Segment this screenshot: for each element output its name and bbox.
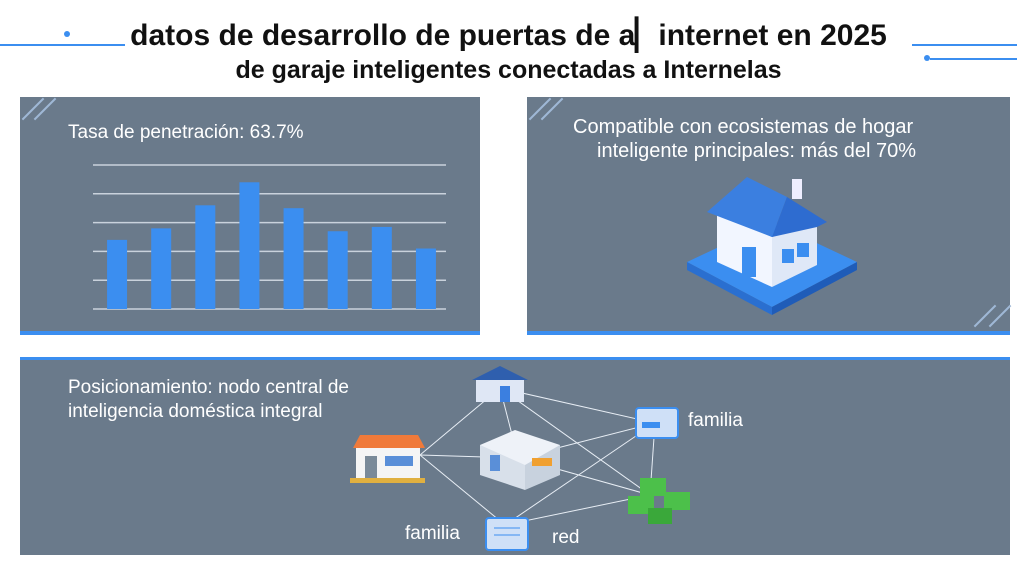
decor-dot [64,31,70,37]
green-blocks-icon [628,478,690,524]
penetration-text: Tasa de penetración: 63.7% [68,122,304,143]
positioning-text-1: Posicionamiento: nodo central de [68,377,349,398]
bar-7 [371,226,392,309]
title-line-2: de garaje inteligentes conectadas a Inte… [235,56,782,84]
label-familia-bottom: familia [405,523,460,544]
ecosystem-panel: Compatible con ecosistemas de hogar inte… [527,97,1010,335]
decor-dot [924,55,930,61]
ecosystem-text-1: Compatible con ecosistemas de hogar [573,116,914,138]
house-node-icon [472,366,528,402]
bar-8 [415,248,436,309]
small-house-icon [350,435,425,483]
bar-2 [151,228,172,309]
label-familia-right: familia [688,410,743,431]
house-icon [687,177,857,315]
decor-line [930,58,1017,60]
title-line-1: datos de desarrollo de puertas de a▏inte… [130,19,887,52]
room-icon [480,430,560,490]
device-bottom-icon [485,517,529,551]
penetration-panel: Tasa de penetración: 63.7% [20,97,480,335]
bar-1 [107,239,128,309]
decor-line [912,44,1017,46]
bar-5 [283,208,304,309]
decor-line [0,44,125,46]
bar-3 [195,205,216,309]
positioning-text-2: inteligencia doméstica integral [68,401,323,422]
label-red: red [552,527,580,548]
bar-6 [327,231,348,309]
bar-4 [239,182,260,309]
positioning-panel: Posicionamiento: nodo central de intelig… [20,357,1010,555]
bar-chart [93,164,446,310]
device-right-icon [635,407,679,439]
ecosystem-text-2: inteligente principales: más del 70% [597,140,917,162]
network-diagram [350,366,690,551]
